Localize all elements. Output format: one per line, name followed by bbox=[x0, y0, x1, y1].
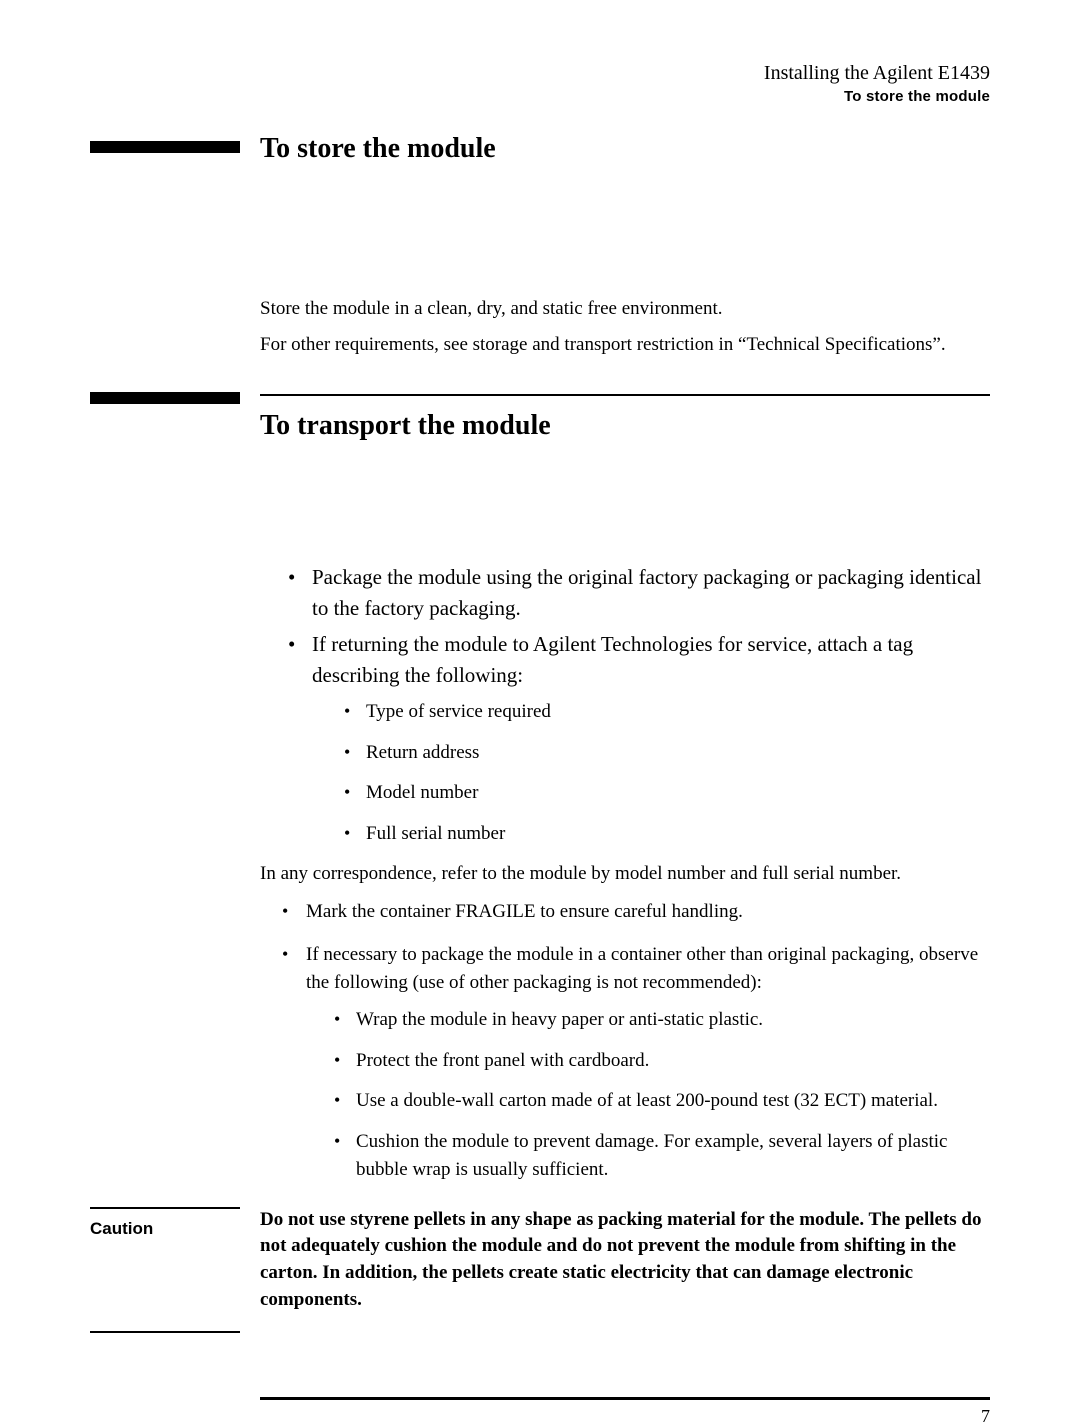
list-item: Model number bbox=[344, 779, 990, 808]
spacer bbox=[260, 1319, 990, 1333]
para: For other requirements, see storage and … bbox=[260, 331, 990, 359]
page: Installing the Agilent E1439 To store th… bbox=[0, 0, 1080, 1397]
caution-block: Caution Do not use styrene pellets in an… bbox=[90, 1207, 990, 1313]
list-item-text: If necessary to package the module in a … bbox=[306, 944, 978, 993]
list-item: Use a double-wall carton made of at leas… bbox=[334, 1087, 990, 1116]
list-item: Mark the container FRAGILE to ensure car… bbox=[282, 898, 990, 926]
bullet-list-sub: Type of service required Return address … bbox=[312, 698, 990, 848]
section-store-gutter bbox=[90, 133, 250, 382]
list-item: Package the module using the original fa… bbox=[288, 562, 990, 623]
section-tab-icon bbox=[90, 141, 240, 153]
bullet-list-main: Package the module using the original fa… bbox=[260, 562, 990, 848]
divider-gutter bbox=[90, 382, 250, 410]
list-item: Type of service required bbox=[344, 698, 990, 727]
caution-gutter-bottom bbox=[90, 1319, 250, 1333]
list-item: Full serial number bbox=[344, 820, 990, 849]
section-transport-gutter bbox=[90, 410, 250, 1200]
footer-gutter bbox=[90, 1333, 250, 1427]
footer-content: 7 bbox=[260, 1333, 990, 1427]
section-store: To store the module Store the module in … bbox=[90, 133, 990, 382]
caution-label: Caution bbox=[90, 1213, 250, 1239]
page-number: 7 bbox=[260, 1406, 990, 1427]
list-item: Wrap the module in heavy paper or anti-s… bbox=[334, 1006, 990, 1035]
list-item-text: If returning the module to Agilent Techn… bbox=[312, 632, 913, 686]
horizontal-rule bbox=[260, 1397, 990, 1400]
footer: 7 bbox=[90, 1333, 990, 1427]
caution-text: Do not use styrene pellets in any shape … bbox=[260, 1207, 990, 1313]
list-item-text: Mark the container FRAGILE to ensure car… bbox=[306, 901, 743, 922]
para: Store the module in a clean, dry, and st… bbox=[260, 295, 990, 323]
list-item: Return address bbox=[344, 739, 990, 768]
divider-content bbox=[260, 382, 990, 410]
list-item: Cushion the module to prevent damage. Fo… bbox=[334, 1128, 990, 1185]
section-transport: To transport the module Package the modu… bbox=[90, 410, 990, 1200]
bullet-list-sub: Wrap the module in heavy paper or anti-s… bbox=[306, 1006, 990, 1185]
list-item-text: Package the module using the original fa… bbox=[312, 565, 981, 619]
section-divider bbox=[90, 382, 990, 410]
horizontal-rule bbox=[90, 1207, 240, 1209]
horizontal-rule bbox=[260, 394, 990, 396]
header-section: To store the module bbox=[90, 87, 990, 107]
list-item: If returning the module to Agilent Techn… bbox=[288, 629, 990, 848]
list-item: Protect the front panel with cardboard. bbox=[334, 1047, 990, 1076]
caution-gutter: Caution bbox=[90, 1207, 250, 1313]
caution-bottom-rule-row bbox=[90, 1319, 990, 1333]
section-store-content: To store the module Store the module in … bbox=[260, 133, 990, 382]
section-tab-icon bbox=[90, 392, 240, 404]
header-chapter: Installing the Agilent E1439 bbox=[90, 60, 990, 87]
running-header: Installing the Agilent E1439 To store th… bbox=[90, 60, 990, 107]
list-item: If necessary to package the module in a … bbox=[282, 941, 990, 1185]
para: In any correspondence, refer to the modu… bbox=[260, 860, 990, 888]
section-store-title: To store the module bbox=[260, 133, 990, 165]
section-transport-title: To transport the module bbox=[260, 410, 990, 442]
bullet-list-mid: Mark the container FRAGILE to ensure car… bbox=[260, 898, 990, 1185]
section-transport-content: To transport the module Package the modu… bbox=[260, 410, 990, 1200]
